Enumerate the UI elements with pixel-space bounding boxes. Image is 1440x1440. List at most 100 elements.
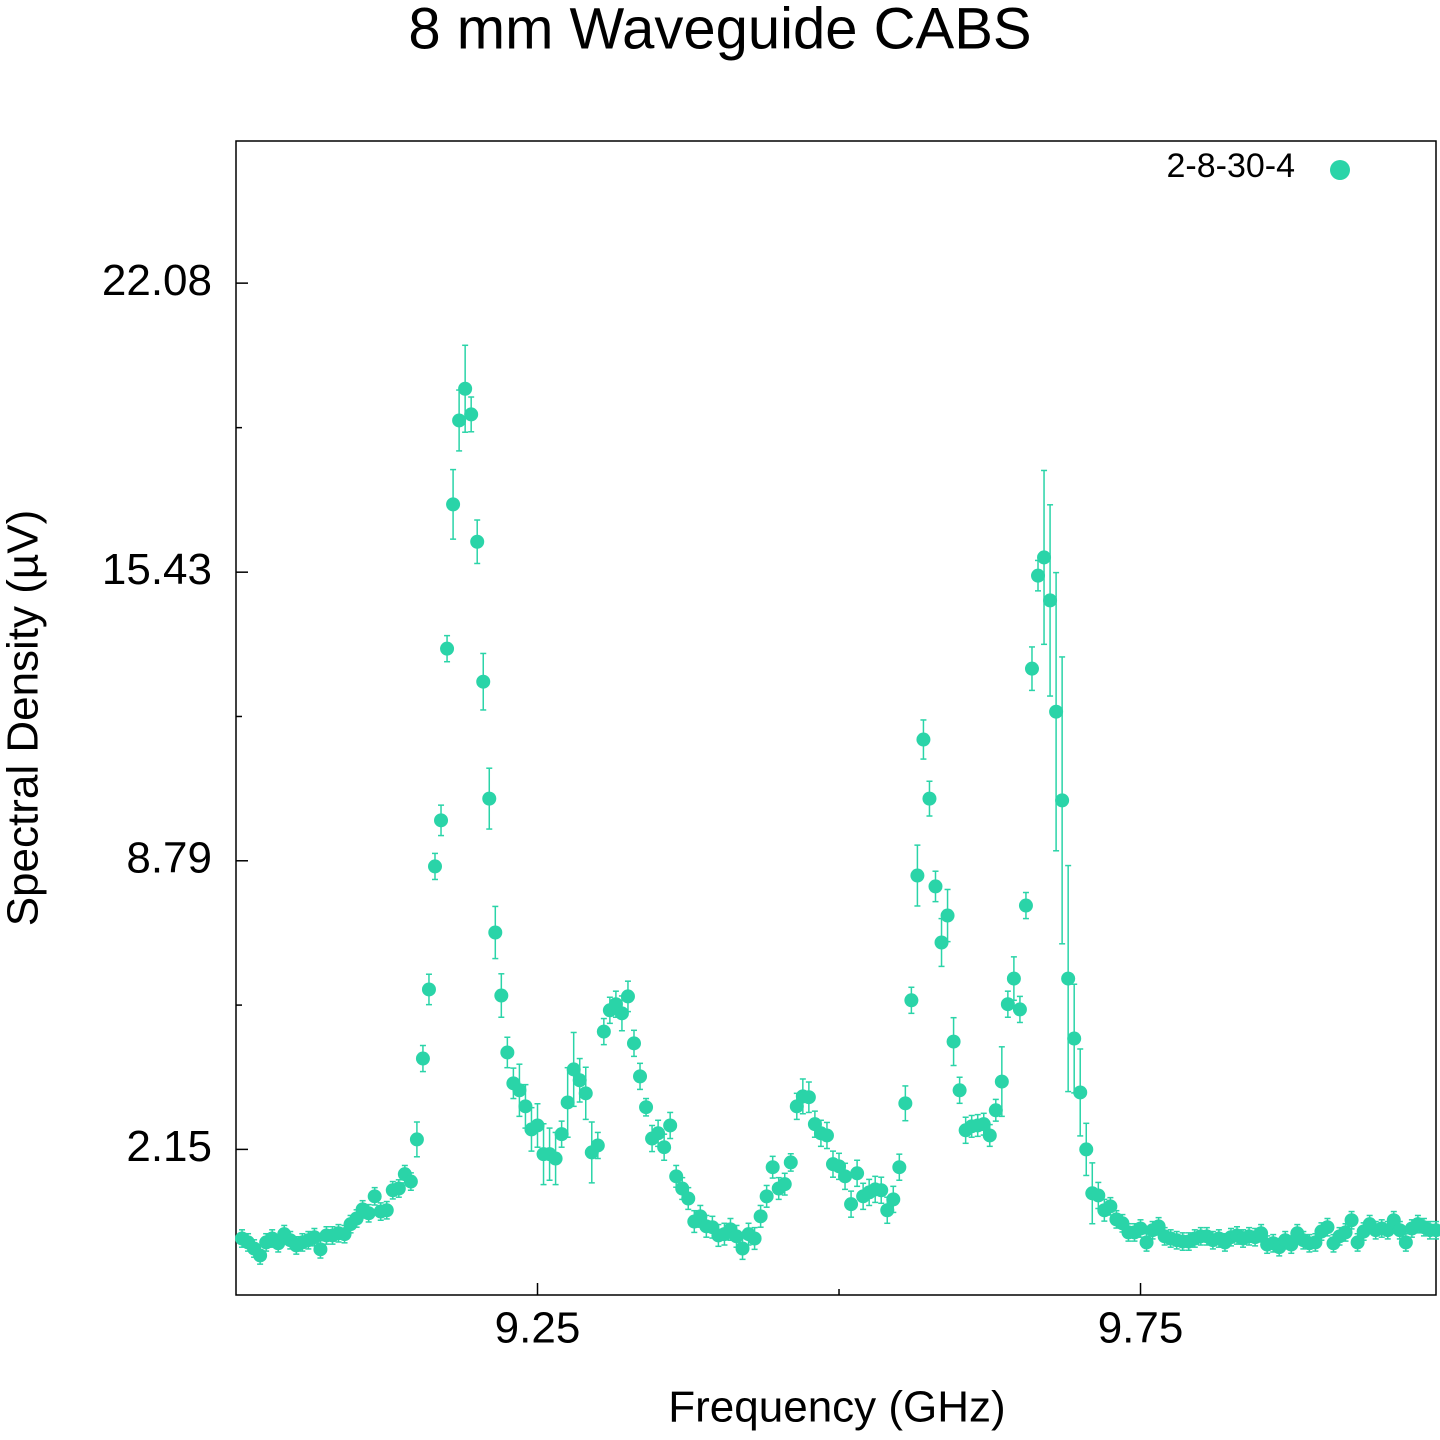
point <box>819 1128 834 1143</box>
point <box>663 1118 678 1133</box>
y-tick-label: 8.79 <box>126 833 212 882</box>
point <box>850 1166 865 1181</box>
point <box>892 1160 907 1175</box>
point <box>440 641 455 656</box>
point <box>403 1174 418 1189</box>
point <box>777 1177 792 1192</box>
point <box>1308 1235 1323 1250</box>
point <box>838 1169 853 1184</box>
point <box>307 1230 322 1245</box>
point <box>626 1036 641 1051</box>
point <box>1024 661 1039 676</box>
point <box>1254 1226 1269 1241</box>
point <box>482 791 497 806</box>
point <box>530 1118 545 1133</box>
point <box>367 1189 382 1204</box>
point <box>470 534 485 549</box>
point <box>572 1073 587 1088</box>
point <box>886 1192 901 1207</box>
point <box>940 908 955 923</box>
point <box>1012 1002 1027 1017</box>
point <box>313 1242 328 1257</box>
point <box>1055 793 1070 808</box>
point <box>554 1127 569 1142</box>
point <box>910 868 925 883</box>
point <box>952 1083 967 1098</box>
point <box>1049 704 1064 719</box>
point <box>1338 1225 1353 1240</box>
point <box>801 1090 816 1105</box>
point <box>729 1229 744 1244</box>
plot-frame <box>235 140 1437 1296</box>
point <box>1091 1188 1106 1203</box>
point <box>548 1151 563 1166</box>
point <box>415 1051 430 1066</box>
point <box>512 1083 527 1098</box>
point <box>391 1181 406 1196</box>
point <box>1398 1235 1413 1250</box>
point <box>361 1206 376 1221</box>
point <box>681 1191 696 1206</box>
point <box>994 1074 1009 1089</box>
y-axis-label: Spectral Density (µV) <box>0 510 48 927</box>
point <box>409 1132 424 1147</box>
point <box>1284 1237 1299 1252</box>
point <box>1320 1220 1335 1235</box>
point <box>922 791 937 806</box>
x-tick-label: 9.25 <box>495 1304 581 1353</box>
point <box>434 813 449 828</box>
point <box>1392 1223 1407 1238</box>
y-tick-label: 22.08 <box>102 256 212 305</box>
point <box>620 989 635 1004</box>
point <box>1043 593 1058 608</box>
point <box>1139 1235 1154 1250</box>
point <box>464 407 479 422</box>
point <box>753 1209 768 1224</box>
point <box>874 1183 889 1198</box>
point <box>1429 1223 1440 1238</box>
point <box>458 381 473 396</box>
point <box>1067 1031 1082 1046</box>
point <box>379 1203 394 1218</box>
legend-label: 2-8-30-4 <box>1166 147 1295 185</box>
point <box>765 1160 780 1175</box>
point <box>916 732 931 747</box>
point <box>1006 971 1021 986</box>
point <box>1073 1085 1088 1100</box>
series <box>235 344 1440 1265</box>
point <box>928 879 943 894</box>
point <box>596 1024 611 1039</box>
point <box>614 1006 629 1021</box>
point <box>880 1203 895 1218</box>
point <box>1018 898 1033 913</box>
point <box>500 1045 515 1060</box>
point <box>1350 1235 1365 1250</box>
point <box>639 1100 654 1115</box>
point <box>1133 1221 1148 1236</box>
point <box>446 497 461 512</box>
point <box>651 1126 666 1141</box>
point <box>657 1140 672 1155</box>
point <box>494 988 509 1003</box>
point <box>1344 1213 1359 1228</box>
point <box>421 982 436 997</box>
point <box>934 935 949 950</box>
point <box>1037 550 1052 565</box>
point <box>1061 971 1076 986</box>
point <box>253 1248 268 1263</box>
point <box>1103 1199 1118 1214</box>
point <box>1000 997 1015 1012</box>
point <box>633 1069 648 1084</box>
point <box>427 859 442 874</box>
point <box>988 1103 1003 1118</box>
point <box>488 925 503 940</box>
point <box>898 1096 913 1111</box>
point <box>566 1062 581 1077</box>
point <box>783 1155 798 1170</box>
y-tick-label: 15.43 <box>102 545 212 594</box>
y-tick-label: 2.15 <box>126 1122 212 1171</box>
point <box>560 1095 575 1110</box>
point <box>976 1117 991 1132</box>
